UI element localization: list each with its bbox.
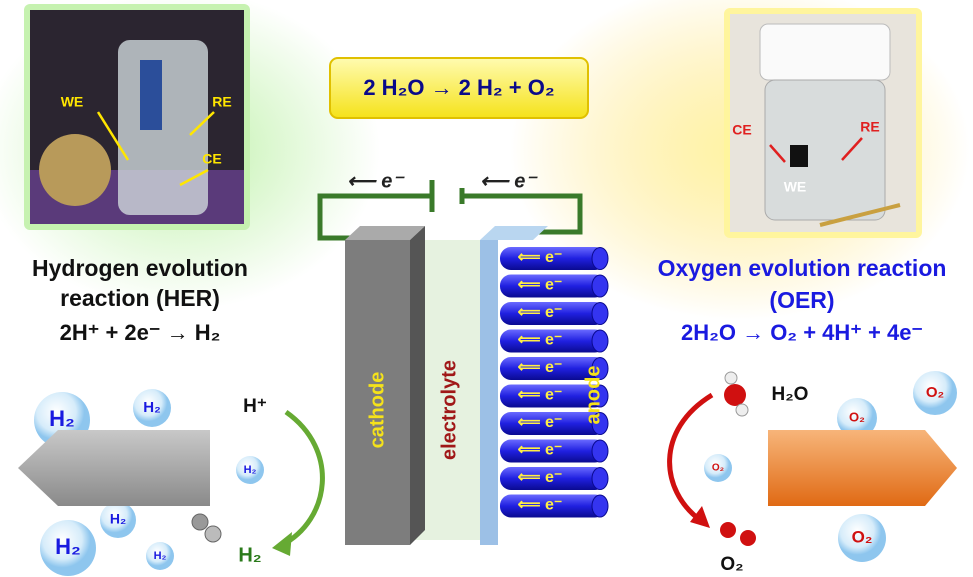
- proton: H⁺: [243, 396, 267, 417]
- oer-photo: [724, 8, 922, 238]
- oer-title: (OER): [769, 287, 834, 313]
- oer-equation: 2H₂O → O₂ + 4H⁺ + 4e⁻: [681, 320, 923, 345]
- bubble: [704, 454, 732, 482]
- bubble: [913, 371, 957, 415]
- cathode-label: cathode: [366, 372, 388, 449]
- bubble-label: H₂: [244, 464, 257, 476]
- circuit-electron: ⟵ e⁻: [480, 170, 538, 192]
- tube-electron: ⟸ e⁻: [518, 277, 563, 294]
- bubble-label: H₂: [110, 511, 126, 527]
- her-title: Hydrogen evolution: [32, 255, 248, 281]
- molecules: [191, 371, 756, 546]
- tube-electron: ⟸ e⁻: [518, 332, 563, 349]
- tube: [500, 467, 606, 490]
- tube-electron: ⟸ e⁻: [518, 469, 563, 486]
- equation-box: 2 H₂O → 2 H₂ + O₂: [329, 57, 589, 119]
- bubble: [133, 389, 171, 427]
- photo-label: RE: [860, 119, 879, 135]
- labels: WE RE CE CE RE WE Hydrogen evolution reaction (…: [32, 94, 957, 576]
- circuit: [317, 180, 583, 241]
- tube-end: [591, 439, 609, 463]
- bubble-label: O₂: [852, 527, 873, 546]
- h2-product: H₂: [238, 544, 261, 566]
- tube: [500, 329, 606, 353]
- tube-electron: ⟸ e⁻: [518, 442, 563, 459]
- tube-end: [591, 412, 609, 435]
- photo-label: RE: [212, 94, 231, 110]
- photo-label: WE: [784, 179, 807, 195]
- tube-electron: ⟸ e⁻: [518, 249, 563, 266]
- tube-electron: ⟸ e⁻: [518, 359, 563, 376]
- bubble-label: H₂: [143, 399, 161, 416]
- bubble: [236, 456, 264, 484]
- bubble-label: H₂: [49, 406, 75, 431]
- bubble-label: H₂: [154, 550, 167, 562]
- tube: [500, 412, 606, 435]
- her-title: reaction (HER): [60, 285, 220, 311]
- o2-arrow: [768, 430, 957, 506]
- photo-label: CE: [202, 151, 221, 167]
- tube-end: [591, 302, 609, 325]
- oer-title: Oxygen evolution reaction: [658, 255, 947, 281]
- tube-end: [591, 329, 609, 353]
- tube-end: [591, 384, 609, 408]
- bubble: [838, 514, 886, 562]
- tube-end: [591, 247, 609, 270]
- bubble-label: O₂: [926, 384, 944, 401]
- bubble-label: O₂: [849, 409, 865, 424]
- bubble: [837, 398, 877, 438]
- overall-equation: 2 H₂O → 2 H₂ + O₂: [363, 75, 554, 100]
- tube-electron: ⟸ e⁻: [518, 414, 563, 431]
- bubble: [146, 542, 174, 570]
- anode-tubes: ⟸ e⁻ ⟸ e⁻ ⟸ e⁻ ⟸ e⁻ ⟸ e⁻ ⟸ e⁻ ⟸ e⁻ ⟸ e⁻ ⟸ e⁻ ⟸ e⁻: [500, 247, 609, 518]
- bubble-label: H₂: [55, 534, 81, 559]
- tube: [500, 494, 606, 518]
- her-photo: [24, 4, 250, 230]
- water: H₂O: [772, 384, 809, 405]
- bubble-label: O₂: [712, 463, 724, 474]
- electrolyte-label: electrolyte: [438, 360, 460, 460]
- circuit-electron: ⟵ e⁻: [347, 170, 405, 192]
- bubble: [40, 520, 96, 576]
- tube: [500, 302, 606, 325]
- tube-electron: ⟸ e⁻: [518, 387, 563, 404]
- bubble: [100, 502, 136, 538]
- tube: [500, 384, 606, 408]
- tube-end: [591, 274, 609, 298]
- tube-end: [591, 494, 609, 518]
- her-equation: 2H⁺ + 2e⁻ → H₂: [60, 320, 221, 345]
- cell: [345, 226, 548, 545]
- tube-end: [591, 467, 609, 490]
- tube-electron: ⟸ e⁻: [518, 497, 563, 514]
- o2-product: O₂: [720, 554, 743, 575]
- tube: [500, 247, 606, 270]
- tube: [500, 274, 606, 298]
- tube: [500, 439, 606, 463]
- photo-label: WE: [61, 94, 84, 110]
- anode-label: anode: [582, 366, 604, 425]
- tube-electron: ⟸ e⁻: [518, 304, 563, 321]
- arrows: [272, 392, 714, 556]
- h2-arrow: [18, 430, 210, 506]
- tube-end: [591, 357, 609, 380]
- tube: [500, 357, 606, 380]
- photo-label: CE: [732, 122, 751, 138]
